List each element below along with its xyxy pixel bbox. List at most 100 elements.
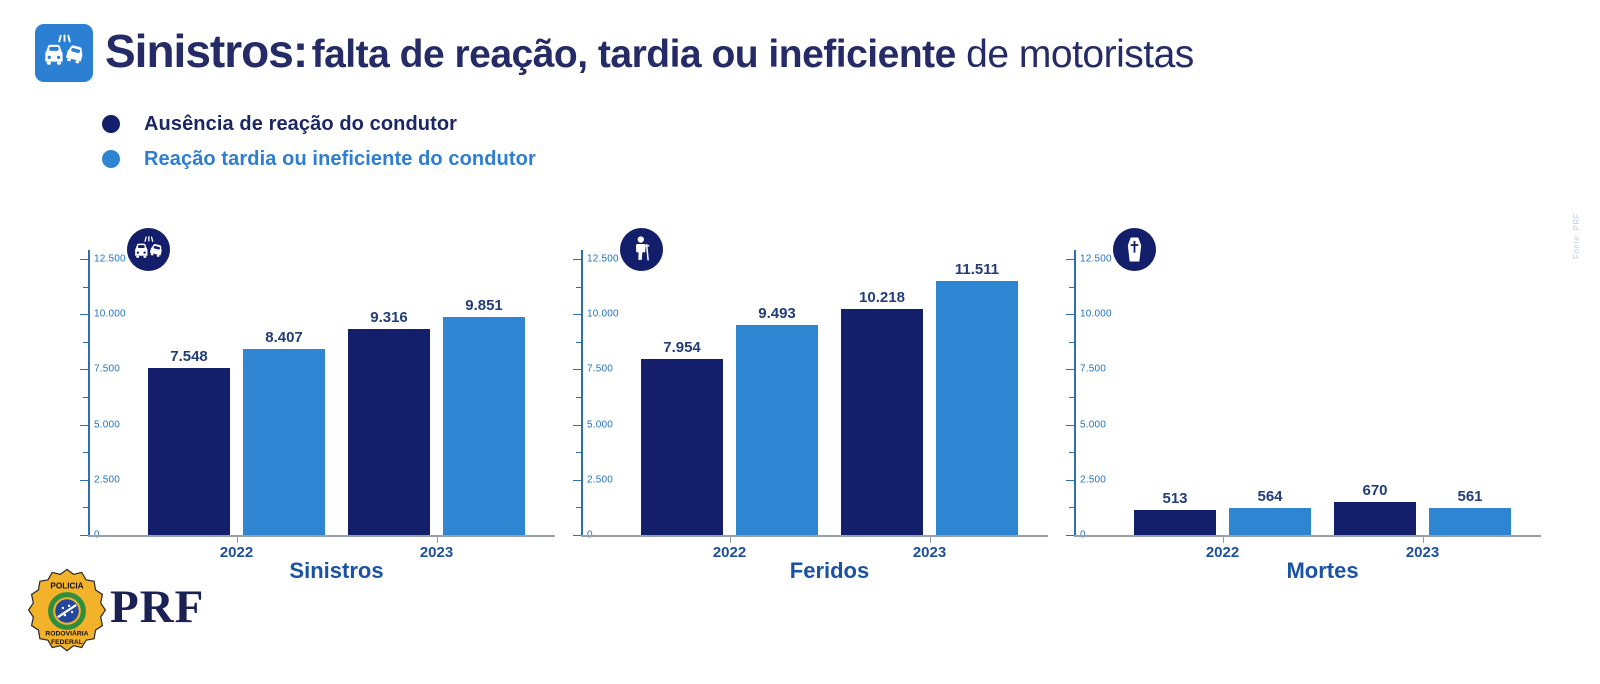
page-title-strong: Sinistros: (105, 25, 308, 77)
legend-label: Reação tardia ou ineficiente do condutor (144, 147, 536, 170)
y-axis-tick-label: 7.500 (94, 363, 121, 375)
y-axis-minor-tick (1069, 341, 1074, 343)
source-note: Fonte: PRF (1572, 213, 1581, 259)
bar-feridos-2022-series2 (736, 325, 818, 535)
bar-value-label: 564 (1257, 487, 1283, 505)
y-axis-major-tick (1066, 259, 1074, 260)
y-axis-minor-tick (1069, 507, 1074, 509)
y-axis-major-tick (573, 424, 581, 426)
x-axis-category-label: 2023 (419, 544, 454, 561)
legend-dot-navy (102, 115, 120, 133)
y-axis-tick-label: 2.500 (1080, 474, 1107, 486)
y-axis-minor-tick (576, 286, 581, 288)
bar-sinistros-2022-series1 (148, 368, 230, 535)
y-axis-minor-tick (576, 507, 581, 509)
y-axis-minor-tick (1069, 286, 1074, 288)
bar-value-label: 10.218 (859, 289, 905, 307)
bar-chart-sinistros: 02.5005.0007.50010.00012.5007.5488.4079.… (75, 225, 567, 620)
x-axis-tick (436, 537, 438, 543)
car-crash-icon (127, 228, 170, 271)
bar-sinistros-2022-series2 (243, 349, 325, 535)
y-axis-major-tick (1066, 479, 1074, 481)
y-axis-tick-label: 7.500 (587, 363, 614, 375)
y-axis-major-tick (573, 314, 581, 316)
y-axis-minor-tick (576, 452, 581, 454)
x-axis-category-label: 2022 (1205, 544, 1240, 561)
x-axis-category-label: 2022 (219, 544, 254, 561)
bar-mortes-2022-series2 (1229, 507, 1311, 535)
legend-item-ausencia: Ausência de reação do condutor (102, 112, 536, 136)
bar-feridos-2023-series1 (841, 309, 923, 535)
y-axis-major-tick (1066, 369, 1074, 371)
y-axis-tick-label: 7.500 (1080, 363, 1107, 375)
y-axis-minor-tick (83, 507, 88, 509)
bar-value-label: 8.407 (265, 329, 303, 347)
y-axis-minor-tick (576, 397, 581, 398)
y-axis-major-tick (573, 369, 581, 371)
y-axis-minor-tick (1069, 397, 1074, 398)
badge-text-rodoviaria: RODOVIÁRIA (45, 629, 88, 638)
y-axis-tick-label: 2.500 (587, 474, 614, 486)
y-axis-tick-label: 2.500 (94, 474, 121, 486)
legend: Ausência de reação do condutor Reação ta… (102, 112, 536, 182)
legend-item-reacao-tardia: Reação tardia ou ineficiente do condutor (102, 147, 536, 171)
page-title-regular: de motoristas (966, 33, 1194, 76)
coffin-icon (1113, 228, 1156, 271)
x-axis-line (581, 535, 1048, 537)
y-axis-major-tick (573, 259, 581, 260)
y-axis-line (1074, 250, 1076, 535)
y-axis-minor-tick (83, 397, 88, 398)
y-axis-major-tick (1066, 314, 1074, 316)
bar-mortes-2023-series1 (1334, 502, 1416, 535)
y-axis-tick-label: 5.000 (94, 419, 121, 431)
badge-text-federal: FEDERAL (51, 639, 83, 646)
bar-value-label: 670 (1362, 482, 1388, 500)
bar-value-label: 513 (1162, 490, 1188, 508)
bar-value-label: 9.316 (370, 309, 408, 327)
y-axis-minor-tick (83, 341, 88, 343)
y-axis-minor-tick (83, 452, 88, 454)
bar-value-label: 9.493 (758, 305, 796, 323)
y-axis-minor-tick (1069, 452, 1074, 454)
bar-value-label: 561 (1457, 487, 1483, 505)
y-axis-tick-label: 10.000 (1080, 308, 1112, 320)
x-axis-category-label: 2022 (712, 544, 747, 561)
bar-feridos-2022-series1 (641, 359, 723, 535)
badge-text-policia: POLICIA (50, 582, 83, 591)
y-axis-major-tick (1066, 424, 1074, 426)
prf-badge-logo: POLICIA RODOVIÁRIA FEDERAL (26, 566, 108, 659)
x-axis-line (88, 535, 555, 537)
bar-mortes-2022-series1 (1134, 510, 1216, 535)
y-axis-tick-label: 12.500 (94, 253, 126, 265)
y-axis-tick-label: 12.500 (587, 253, 619, 265)
y-axis-major-tick (80, 535, 88, 536)
bar-chart-mortes: 02.5005.0007.50010.00012.500513564670561… (1061, 225, 1553, 620)
y-axis-tick-label: 12.500 (1080, 253, 1112, 265)
injured-person-icon (620, 228, 663, 271)
y-axis-major-tick (80, 479, 88, 481)
y-axis-tick-label: 5.000 (587, 419, 614, 431)
y-axis-tick-label: 10.000 (94, 308, 126, 320)
page-title: Sinistros: falta de reação, tardia ou in… (105, 24, 1194, 78)
legend-label: Ausência de reação do condutor (144, 112, 458, 135)
x-axis-tick (1222, 537, 1224, 543)
x-axis-tick (236, 537, 238, 543)
y-axis-line (88, 250, 90, 535)
prf-logotype: PRF (110, 581, 205, 633)
x-axis-tick (1422, 537, 1424, 543)
y-axis-major-tick (573, 479, 581, 481)
bar-sinistros-2023-series2 (443, 317, 525, 535)
x-axis-line (1074, 535, 1541, 537)
x-axis-tick (929, 537, 931, 543)
y-axis-major-tick (80, 259, 88, 260)
y-axis-major-tick (1066, 535, 1074, 536)
y-axis-tick-label: 5.000 (1080, 419, 1107, 431)
bar-chart-feridos: 02.5005.0007.50010.00012.5007.9549.49310… (568, 225, 1060, 620)
bar-feridos-2023-series2 (936, 280, 1018, 535)
chart-title-feridos: Feridos (789, 558, 870, 583)
car-crash-icon (35, 24, 93, 82)
chart-title-sinistros: Sinistros (289, 558, 384, 583)
bar-value-label: 11.511 (954, 260, 1000, 278)
page-title-bold: falta de reação, tardia ou ineficiente (311, 33, 957, 76)
